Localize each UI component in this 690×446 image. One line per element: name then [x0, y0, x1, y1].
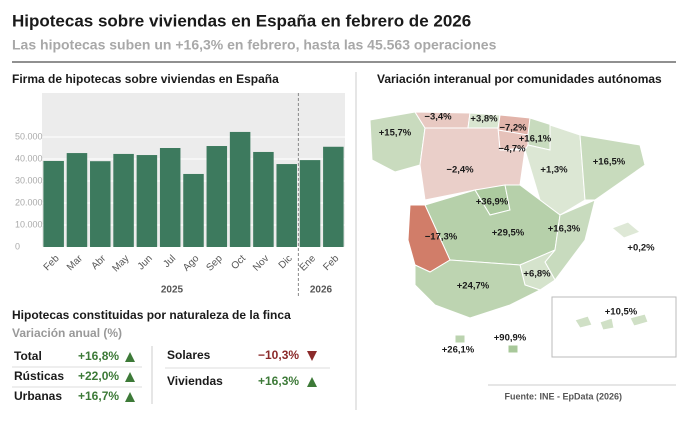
- region-label: −17,3%: [425, 232, 458, 243]
- row-name: Total: [14, 349, 42, 363]
- region-label: −7,2%: [499, 123, 527, 134]
- row-name: Viviendas: [167, 374, 223, 388]
- x-tick-label: Jun: [136, 253, 155, 272]
- bar: [253, 151, 274, 247]
- bar: [276, 164, 297, 247]
- row-name: Urbanas: [14, 389, 62, 403]
- region: [414, 259, 542, 319]
- breakdown-title: Hipotecas constituidas por naturaleza de…: [12, 308, 291, 322]
- bar: [66, 153, 88, 247]
- row-name: Solares: [167, 348, 211, 362]
- region-label: +90,9%: [494, 333, 527, 344]
- region-label: +10,5%: [605, 307, 638, 318]
- chart-title: Firma de hipotecas sobre viviendas en Es…: [12, 72, 279, 86]
- bar: [43, 160, 64, 247]
- title: Hipotecas sobre viviendas en España en f…: [12, 11, 471, 30]
- x-tick-label: Mar: [65, 253, 85, 273]
- y-tick-label: 10.000: [15, 219, 43, 229]
- year-label: 2026: [310, 285, 333, 296]
- region-label: +3,8%: [470, 114, 498, 125]
- x-tick-label: Dic: [277, 253, 295, 271]
- x-tick-label: Ago: [181, 253, 202, 274]
- region-label: +24,7%: [457, 281, 490, 292]
- map-title: Variación interanual por comunidades aut…: [377, 72, 662, 86]
- region-label: +29,5%: [492, 228, 525, 239]
- bar: [159, 148, 181, 247]
- x-tick-label: Feb: [321, 253, 341, 273]
- x-tick-label: Oct: [229, 253, 248, 272]
- region-label: −4,7%: [498, 144, 526, 155]
- x-tick-label: May: [110, 253, 131, 274]
- trend-arrow: [307, 377, 317, 387]
- bar: [323, 146, 344, 247]
- region: [369, 111, 426, 173]
- year-label: 2025: [161, 285, 184, 296]
- row-name: Rústicas: [14, 369, 64, 383]
- region-label: +16,5%: [593, 157, 626, 168]
- region-label: +16,1%: [519, 134, 552, 145]
- bar: [229, 131, 251, 247]
- row-value: +16,7%: [78, 389, 119, 403]
- row-value: +22,0%: [78, 369, 119, 383]
- region: [611, 221, 641, 239]
- x-tick-label: Abr: [89, 253, 108, 272]
- subtitle: Las hipotecas suben un +16,3% en febrero…: [12, 37, 497, 53]
- y-tick-label: 20.000: [15, 197, 43, 207]
- region-label: +6,8%: [523, 269, 551, 280]
- x-tick-label: Sep: [204, 253, 225, 274]
- source: Fuente: INE - EpData (2026): [504, 391, 622, 401]
- y-tick-label: 50.000: [15, 131, 43, 141]
- bar: [113, 153, 134, 247]
- row-value: +16,3%: [258, 374, 299, 388]
- bar: [90, 161, 111, 247]
- x-tick-label: Jul: [161, 253, 178, 270]
- region-label: −2,4%: [446, 165, 474, 176]
- trend-arrow: [125, 352, 135, 362]
- island: [629, 313, 649, 327]
- region-label: −3,4%: [424, 112, 452, 123]
- bar: [206, 146, 228, 247]
- y-tick-label: 30.000: [15, 175, 43, 185]
- region: [507, 344, 519, 354]
- breakdown-subtitle: Variación anual (%): [12, 326, 122, 340]
- region-label: +16,3%: [548, 224, 581, 235]
- region: [579, 134, 646, 201]
- bar: [136, 155, 158, 247]
- region-label: +0,2%: [627, 243, 655, 254]
- island: [599, 317, 615, 331]
- x-tick-label: Ene: [298, 253, 319, 274]
- region: [454, 334, 466, 344]
- x-tick-label: Nov: [251, 253, 271, 273]
- region-label: +36,9%: [476, 197, 509, 208]
- row-value: +16,8%: [78, 349, 119, 363]
- region-label: +15,7%: [379, 128, 412, 139]
- trend-arrow: [125, 392, 135, 402]
- region-label: +1,3%: [540, 165, 568, 176]
- trend-arrow: [307, 351, 317, 361]
- bar: [183, 173, 204, 247]
- region-label: +26,1%: [442, 345, 475, 356]
- x-tick-label: Feb: [42, 253, 62, 273]
- y-tick-label: 0: [15, 241, 20, 251]
- row-value: −10,3%: [258, 348, 299, 362]
- trend-arrow: [125, 372, 135, 382]
- inset-box: [551, 296, 677, 358]
- region: [574, 315, 593, 329]
- bar: [299, 160, 321, 247]
- y-tick-label: 40.000: [15, 153, 43, 163]
